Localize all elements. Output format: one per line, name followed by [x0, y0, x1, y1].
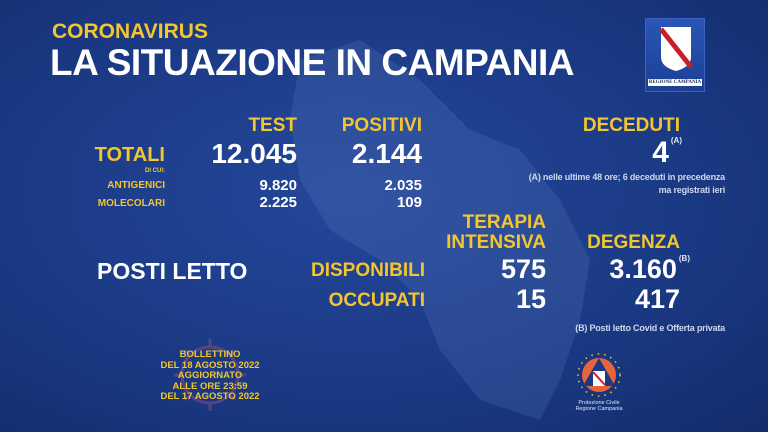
positivi-molecolari: 109 [396, 194, 422, 211]
bollettino-line: ALLE ORE 23:59 [172, 380, 248, 392]
bollettino-line: AGGIORNATO [177, 370, 243, 381]
deceduti-header: DECEDUTI [582, 115, 680, 136]
molecolari-label: MOLECOLARI [97, 198, 165, 209]
terapia-header-line1: TERAPIA [462, 212, 546, 233]
page-title: LA SITUAZIONE IN CAMPANIA [50, 42, 574, 83]
bollettino-line: BOLLETTINO [179, 349, 241, 360]
virus-icon [174, 339, 246, 411]
logo-text: REGIONE CAMPANIA [648, 79, 702, 86]
degenza-note: (B) Posti letto Covid e Offerta privata [575, 323, 725, 333]
degenza-marker: (B) [678, 254, 690, 263]
occupati-label: OCCUPATI [328, 290, 425, 311]
ti-occupati: 15 [515, 284, 546, 314]
positivi-antigenici: 2.035 [384, 177, 422, 194]
coat-of-arms-icon [659, 27, 693, 71]
deceduti-marker: (A) [670, 136, 682, 145]
protezione-civile-logo-icon [577, 353, 621, 397]
test-totale: 12.045 [211, 138, 297, 169]
degenza-disponibili-number: 3.160 [609, 254, 677, 284]
deceduti-value: 4 (A) [652, 136, 682, 170]
terapia-header-line2: INTENSIVA [446, 232, 546, 253]
totali-label: TOTALI [94, 144, 165, 166]
bollettino-line: DEL 17 AGOSTO 2022 [160, 391, 260, 402]
bollettino-line: DEL 18 AGOSTO 2022 [160, 359, 260, 371]
protezione-civile-text: Protezione Civile Regione Campania [568, 400, 630, 412]
regione-campania-logo: REGIONE CAMPANIA [645, 18, 705, 92]
deceduti-note-line1: (A) nelle ultime 48 ore; 6 deceduti in p… [528, 172, 725, 182]
degenza-occupati: 417 [634, 284, 680, 314]
di-cui-label: DI CUI: [145, 168, 165, 174]
positivi-totale: 2.144 [351, 138, 422, 169]
antigenici-label: ANTIGENICI [107, 180, 165, 191]
deceduti-number: 4 [652, 136, 669, 169]
deceduti-note-line2: ma registrati ieri [658, 185, 726, 195]
bollettino: BOLLETTINO DEL 18 AGOSTO 2022 AGGIORNATO… [150, 349, 270, 403]
test-molecolari: 2.225 [259, 194, 297, 211]
test-antigenici: 9.820 [259, 177, 297, 194]
posti-letto-label: POSTI LETTO [97, 258, 248, 284]
protezione-civile-line2: Regione Campania [575, 406, 623, 412]
ti-disponibili: 575 [500, 254, 546, 284]
disponibili-label: DISPONIBILI [310, 260, 425, 281]
protezione-civile-line1: Protezione Civile [578, 400, 620, 406]
kicker: CORONAVIRUS [52, 20, 208, 43]
positivi-header: POSITIVI [341, 115, 422, 136]
degenza-header: DEGENZA [587, 232, 680, 253]
test-header: TEST [248, 115, 297, 136]
degenza-disponibili: 3.160 (B) [609, 254, 690, 285]
